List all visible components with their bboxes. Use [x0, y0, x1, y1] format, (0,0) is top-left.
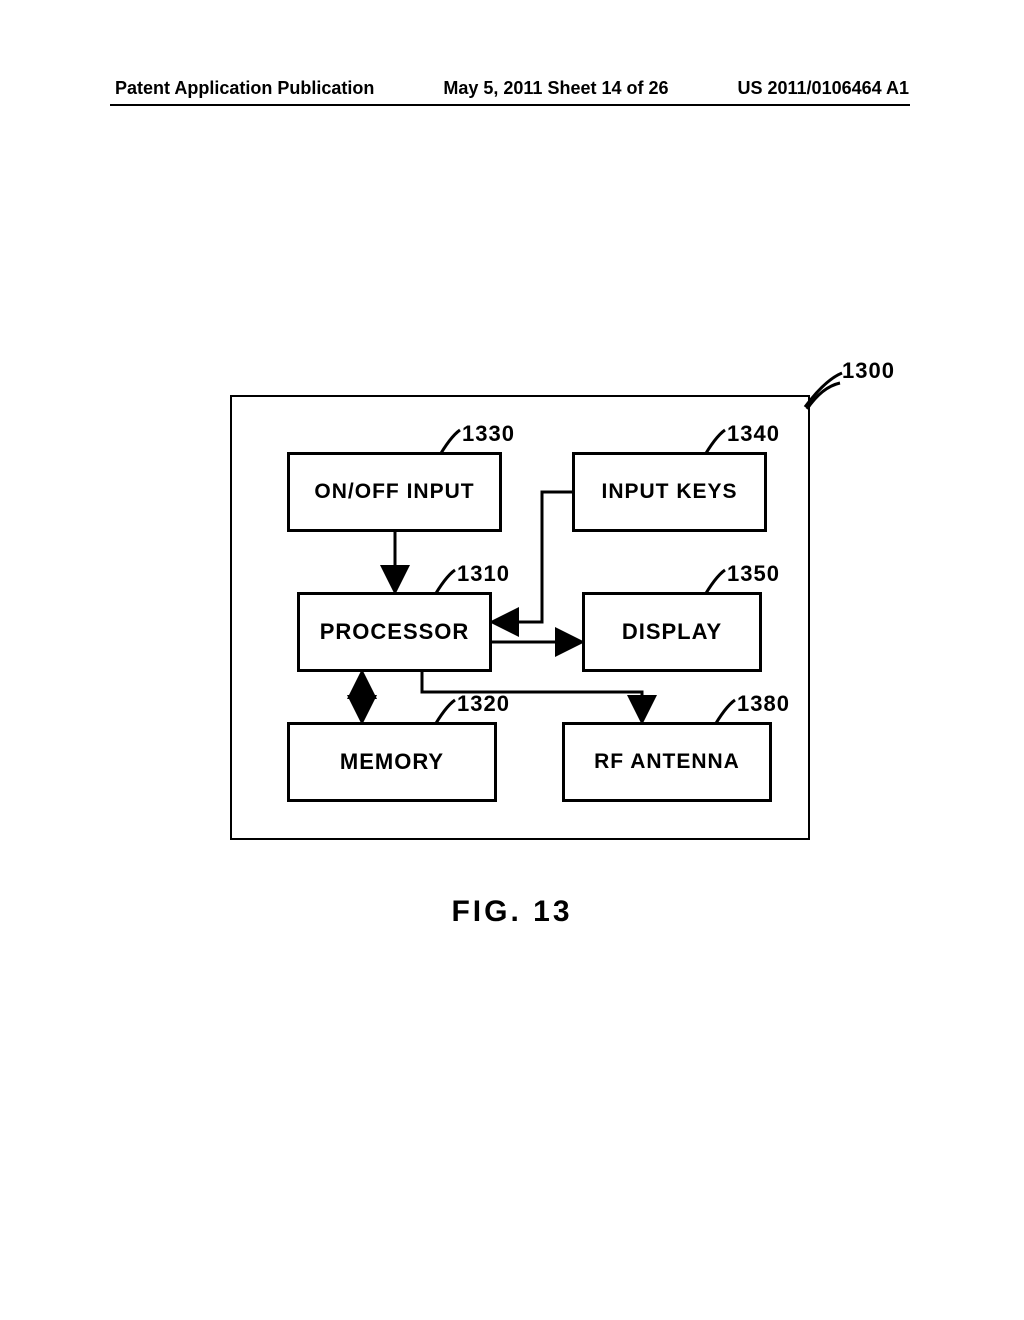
header-left: Patent Application Publication: [115, 78, 374, 99]
figure-caption: FIG. 13: [0, 895, 1024, 929]
connectors: [232, 397, 832, 847]
ref-1300: 1300: [842, 358, 895, 384]
patent-header: Patent Application Publication May 5, 20…: [0, 78, 1024, 99]
header-rule: [110, 104, 910, 106]
outer-leader: [230, 365, 930, 425]
header-center: May 5, 2011 Sheet 14 of 26: [443, 78, 668, 99]
header-right: US 2011/0106464 A1: [738, 78, 909, 99]
diagram-container: 133013401310135013201380 ON/OFF INPUTINP…: [230, 395, 810, 840]
